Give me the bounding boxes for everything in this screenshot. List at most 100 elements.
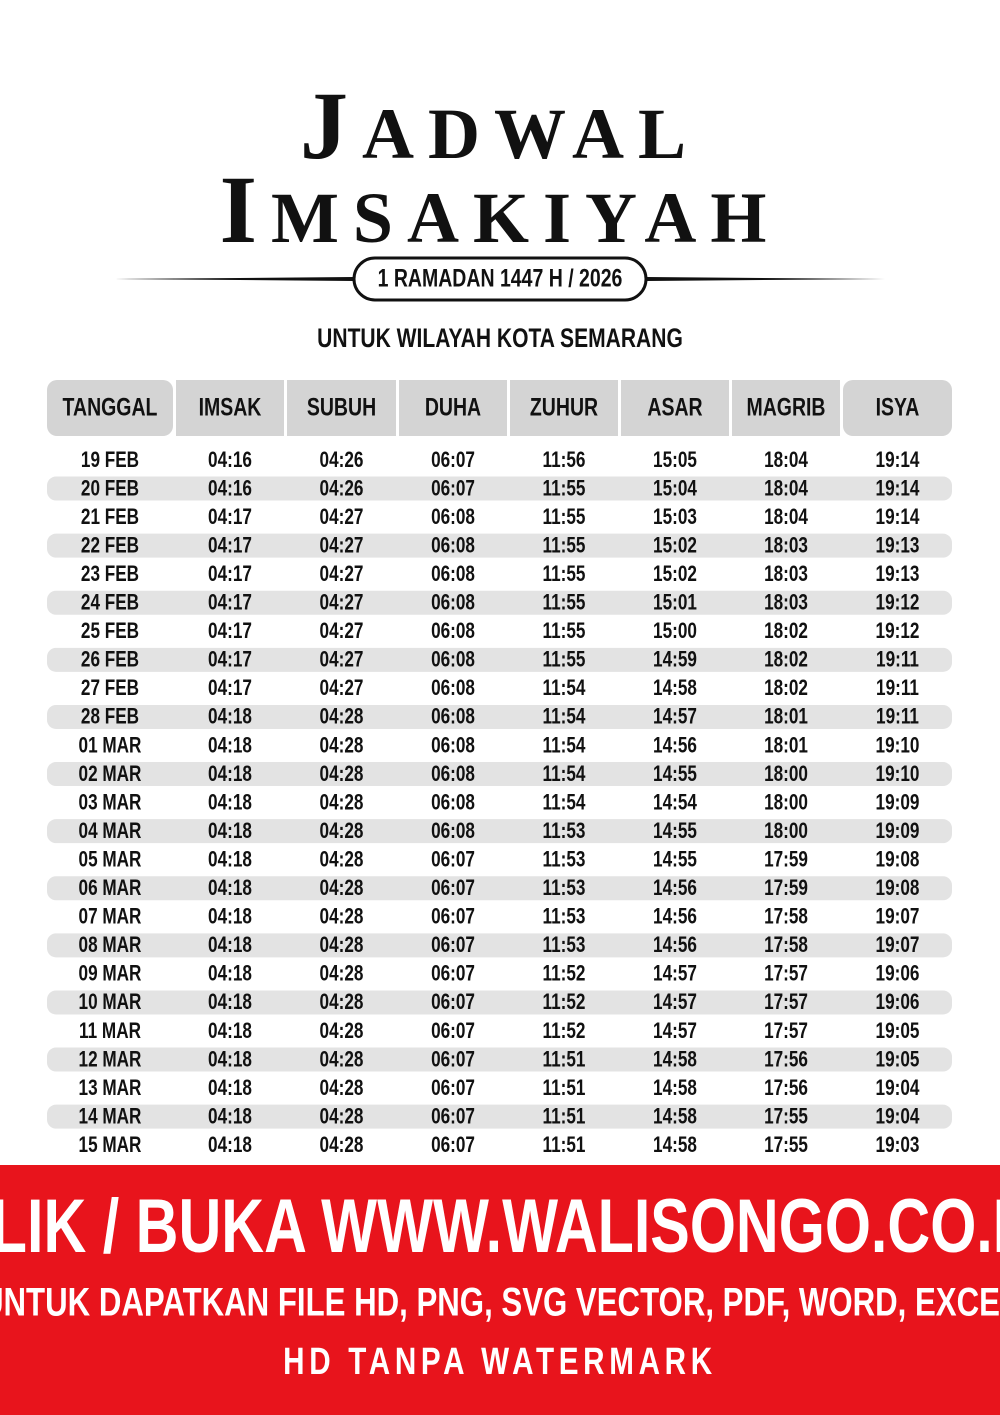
cell: 11:55 xyxy=(543,591,586,616)
cell: 14:55 xyxy=(653,762,697,787)
cell: 11:55 xyxy=(543,505,586,530)
cell: 11:55 xyxy=(543,648,586,673)
cell: 19:05 xyxy=(876,1019,920,1044)
cell: 19:13 xyxy=(876,533,920,558)
cell: 11:54 xyxy=(543,733,586,758)
cell: 14:58 xyxy=(653,1047,697,1072)
title-line2: IMSAKIYAH xyxy=(219,156,781,263)
cell: 04:18 xyxy=(208,1019,252,1044)
header-label: ISYA xyxy=(876,393,920,421)
header-cell xyxy=(621,380,729,436)
row-stripe xyxy=(47,762,952,787)
cell: 17:57 xyxy=(764,962,808,987)
header-label: SUBUH xyxy=(307,393,376,421)
cell: 15:02 xyxy=(653,562,697,587)
cell: 14:57 xyxy=(653,962,697,987)
cell: 11:51 xyxy=(543,1076,586,1101)
cell: 04:17 xyxy=(208,619,252,644)
cell: 11:51 xyxy=(543,1104,586,1129)
cell: 04:18 xyxy=(208,905,252,930)
cell: 18:04 xyxy=(764,505,808,530)
cell: 15:04 xyxy=(653,476,697,501)
cell: 19:05 xyxy=(876,1047,920,1072)
cell: 04:18 xyxy=(208,1047,252,1072)
cell: 06:08 xyxy=(431,705,475,730)
cell: 04:28 xyxy=(320,933,364,958)
banner-line1: KLIK / BUKA WWW.WALISONGO.CO.ID xyxy=(0,1184,1000,1269)
cell: 04:28 xyxy=(320,790,364,815)
cell: 26 FEB xyxy=(81,648,139,673)
cell: 04:28 xyxy=(320,705,364,730)
header-cell xyxy=(843,380,952,436)
cell: 14:56 xyxy=(653,733,697,758)
cell: 06:07 xyxy=(431,1047,475,1072)
cell: 11:54 xyxy=(543,762,586,787)
cell: 04:17 xyxy=(208,591,252,616)
cell: 06:07 xyxy=(431,848,475,873)
cell: 18:02 xyxy=(764,619,808,644)
cell: 19:09 xyxy=(876,819,920,844)
header-label: MAGRIB xyxy=(746,393,825,421)
cell: 02 MAR xyxy=(79,762,142,787)
cell: 06:08 xyxy=(431,676,475,701)
cell: 19:07 xyxy=(876,905,920,930)
cell: 18:03 xyxy=(764,533,808,558)
cell: 19:14 xyxy=(876,505,920,530)
cell: 05 MAR xyxy=(79,848,142,873)
cell: 19:11 xyxy=(876,676,919,701)
cell: 14:58 xyxy=(653,1076,697,1101)
cell: 14:58 xyxy=(653,1104,697,1129)
header-cell xyxy=(399,380,507,436)
banner xyxy=(0,1165,1000,1415)
cell: 14:56 xyxy=(653,905,697,930)
cell: 06:08 xyxy=(431,819,475,844)
row-stripe xyxy=(47,1047,952,1072)
header-cell xyxy=(176,380,284,436)
banner-line2: UNTUK DAPATKAN FILE HD, PNG, SVG VECTOR,… xyxy=(0,1280,1000,1325)
cell: 17:59 xyxy=(764,876,808,901)
cell: 19:12 xyxy=(876,591,920,616)
row-stripe xyxy=(47,876,952,901)
cell: 18:01 xyxy=(764,705,808,730)
cell: 17:58 xyxy=(764,905,808,930)
cell: 19:06 xyxy=(876,990,920,1015)
cell: 06:07 xyxy=(431,962,475,987)
banner-line3: HD TANPA WATERMARK xyxy=(283,1341,717,1383)
cell: 04:28 xyxy=(320,1076,364,1101)
cell: 04:28 xyxy=(320,905,364,930)
cell: 14:57 xyxy=(653,705,697,730)
cell: 06:07 xyxy=(431,933,475,958)
cell: 14:54 xyxy=(653,790,697,815)
header-cell xyxy=(287,380,396,436)
cell: 04:18 xyxy=(208,762,252,787)
cell: 28 FEB xyxy=(81,705,139,730)
cell: 24 FEB xyxy=(81,591,139,616)
cell: 06:07 xyxy=(431,1104,475,1129)
cell: 04:28 xyxy=(320,990,364,1015)
cell: 11:55 xyxy=(543,562,586,587)
cell: 04 MAR xyxy=(79,819,142,844)
cell: 04:18 xyxy=(208,848,252,873)
row-stripe xyxy=(47,933,952,958)
cell: 17:57 xyxy=(764,1019,808,1044)
cell: 17:57 xyxy=(764,990,808,1015)
cell: 19:11 xyxy=(876,648,919,673)
cell: 04:18 xyxy=(208,790,252,815)
cell: 11:53 xyxy=(543,933,586,958)
cell: 04:27 xyxy=(320,562,364,587)
cell: 04:17 xyxy=(208,648,252,673)
row-stripe xyxy=(47,647,952,672)
cell: 06:08 xyxy=(431,648,475,673)
subtitle: UNTUK WILAYAH KOTA SEMARANG xyxy=(317,324,683,354)
cell: 04:17 xyxy=(208,533,252,558)
cell: 04:28 xyxy=(320,1019,364,1044)
cell: 04:27 xyxy=(320,676,364,701)
cell: 04:16 xyxy=(208,448,252,473)
cell: 01 MAR xyxy=(79,733,142,758)
cell: 04:18 xyxy=(208,1076,252,1101)
cell: 04:28 xyxy=(320,876,364,901)
cell: 06:07 xyxy=(431,1019,475,1044)
header-label: IMSAK xyxy=(199,393,262,421)
cell: 10 MAR xyxy=(79,990,142,1015)
